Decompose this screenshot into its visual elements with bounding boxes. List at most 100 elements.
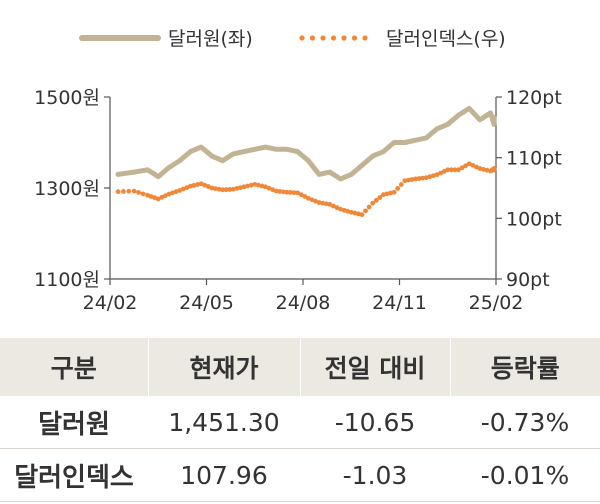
table-header-row: 구분 현재가 전일 대비 등락률 [0, 338, 600, 396]
right-tick-label: 90pt [506, 269, 550, 291]
dollar-index-dot [484, 167, 490, 173]
dollar-index-dot [195, 182, 200, 187]
dollar-index-point [230, 186, 236, 192]
dollar-index-dot [366, 204, 372, 210]
cell-change: -1.03 [300, 448, 450, 502]
dollar-index-dot [420, 175, 426, 181]
dollar-index-dot [470, 162, 476, 168]
dollar-index-dot [330, 203, 336, 209]
dollar-index-dot [277, 189, 283, 194]
dollar-index-dot [259, 183, 265, 189]
dollar-index-dot [409, 177, 415, 182]
legend-swatch-dot [330, 35, 337, 41]
dollar-index-dot [227, 187, 233, 192]
dollar-index-point [348, 209, 354, 215]
dollar-index-dot [238, 185, 243, 190]
dollar-index-point [491, 167, 497, 173]
dollar-index-point [370, 200, 376, 206]
dollar-index-dot [334, 205, 340, 211]
fx-summary-table: 구분 현재가 전일 대비 등락률 달러원 1,451.30 -10.65 -0.… [0, 338, 600, 502]
dollar-index-dot [234, 186, 240, 191]
cell-name: 달러원 [0, 396, 148, 449]
dollar-index-dot [481, 166, 486, 172]
dollar-index-point [115, 189, 121, 195]
left-tick-label: 1300원 [34, 178, 100, 200]
dollar-index-dot [216, 186, 222, 192]
table-row-dollar-index: 달러인덱스 107.96 -1.03 -0.01% [0, 448, 600, 502]
usd-krw-line [115, 105, 497, 182]
legend-swatch-dot [299, 35, 305, 41]
dollar-index-dot [280, 189, 286, 195]
dollar-index-dot [298, 192, 304, 198]
x-tick-label: 25/02 [469, 292, 524, 314]
dollar-index-point [241, 184, 247, 190]
left-tick-label: 1500원 [34, 87, 100, 109]
dollar-index-dot [377, 195, 383, 200]
legend-swatch-dot [341, 35, 347, 41]
dollar-index-dot [452, 167, 458, 173]
dollar-index-point [284, 189, 290, 195]
legend-swatch-dot [351, 35, 358, 41]
dollar-index-point [209, 185, 215, 191]
right-tick-label: 120pt [506, 87, 562, 109]
dollar-index-dot [191, 182, 197, 188]
header-change: 전일 대비 [299, 338, 450, 396]
x-tick-label: 24/05 [179, 292, 234, 314]
dollar-index-dot [463, 163, 469, 169]
dollar-index-dot [373, 197, 379, 203]
dollar-index-point [359, 212, 365, 218]
dollar-index-dot [448, 167, 454, 173]
dollar-index-point [273, 188, 279, 194]
x-tick-label: 24/08 [276, 292, 331, 314]
dollar-index-dot [126, 188, 132, 194]
chart-canvas: 달러원(좌) 달러인덱스(우) 1500원 1300원 1100원 120pt 110pt 1… [34, 28, 562, 314]
dollar-index-point [434, 172, 440, 178]
dollar-index-dot [438, 170, 444, 176]
dollar-index-dot [441, 169, 447, 174]
dollar-index-point [445, 167, 451, 173]
left-tick-label: 1100원 [34, 269, 100, 291]
dollar-index-dot [140, 191, 146, 197]
legend-swatch-dot [320, 35, 326, 41]
legend-label-usd-krw: 달러원(좌) [168, 28, 253, 50]
dollar-index-dot [388, 190, 393, 196]
dollar-index-point [316, 200, 322, 205]
cell-name: 달러인덱스 [0, 448, 148, 502]
dollar-index-dot [255, 182, 261, 188]
legend-swatch-dot [309, 35, 316, 41]
legend-label-dollar-index: 달러인덱스(우) [386, 28, 506, 50]
dollar-index-dot [323, 201, 329, 207]
dollar-index-point [131, 188, 137, 194]
dollar-index-point [295, 190, 301, 196]
dollar-index-dot [355, 211, 361, 217]
dollar-index-dot [159, 194, 165, 200]
dollar-index-dot [302, 194, 308, 199]
x-tick-label: 24/02 [83, 292, 138, 314]
dollar-index-point [327, 201, 333, 207]
table-row-usd-krw: 달러원 1,451.30 -10.65 -0.73% [0, 396, 600, 449]
dollar-index-dot [398, 182, 404, 187]
dollar-index-point [188, 183, 193, 189]
cell-price: 1,451.30 [148, 396, 300, 449]
dollar-index-point [252, 181, 258, 187]
right-tick-label: 110pt [506, 148, 562, 170]
dollar-index-dot [291, 190, 297, 196]
cell-change: -10.65 [300, 396, 450, 449]
legend-swatch-dot [362, 35, 368, 41]
dollar-index-point [402, 178, 408, 184]
dollar-index-dot [121, 189, 126, 194]
dollar-index-point [456, 167, 461, 173]
dollar-index-dot [162, 193, 168, 199]
dollar-index-dot [136, 190, 141, 195]
dollar-index-dot [473, 164, 479, 170]
right-tick-label: 100pt [506, 208, 562, 230]
header-current-price: 현재가 [147, 338, 300, 396]
dollar-index-dot [406, 177, 411, 183]
dollar-index-dot [363, 208, 368, 214]
cell-rate: -0.01% [450, 448, 600, 502]
dollar-index-dot [395, 186, 401, 191]
dollar-index-dot [213, 186, 218, 192]
cell-rate: -0.73% [450, 396, 600, 449]
dollar-index-point [155, 196, 161, 202]
dollar-index-point [477, 166, 483, 171]
